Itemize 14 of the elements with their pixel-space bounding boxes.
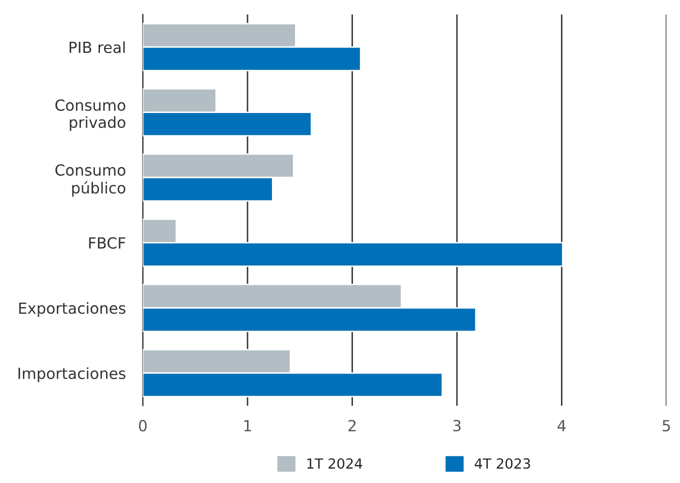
x-tick-label: 2: [348, 420, 356, 432]
legend-label: 1T 2024: [307, 458, 362, 469]
y-tick-label: Importaciones: [18, 367, 126, 382]
y-tick-label: FBCF: [89, 237, 126, 249]
legend-label: 4T 2023: [474, 458, 530, 469]
x-tick-label: 3: [453, 420, 461, 432]
x-tick-label: 5: [662, 420, 670, 432]
x-tick-label: 4: [558, 420, 566, 432]
x-tick-label: 0: [138, 420, 147, 432]
y-tick-label: PIB real: [70, 41, 125, 54]
y-tick-label: Consumo público: [55, 164, 126, 197]
y-tick-label: Exportaciones: [19, 302, 126, 317]
x-tick-label: 1: [244, 420, 251, 432]
y-tick-label: Consumo privado: [55, 99, 126, 131]
